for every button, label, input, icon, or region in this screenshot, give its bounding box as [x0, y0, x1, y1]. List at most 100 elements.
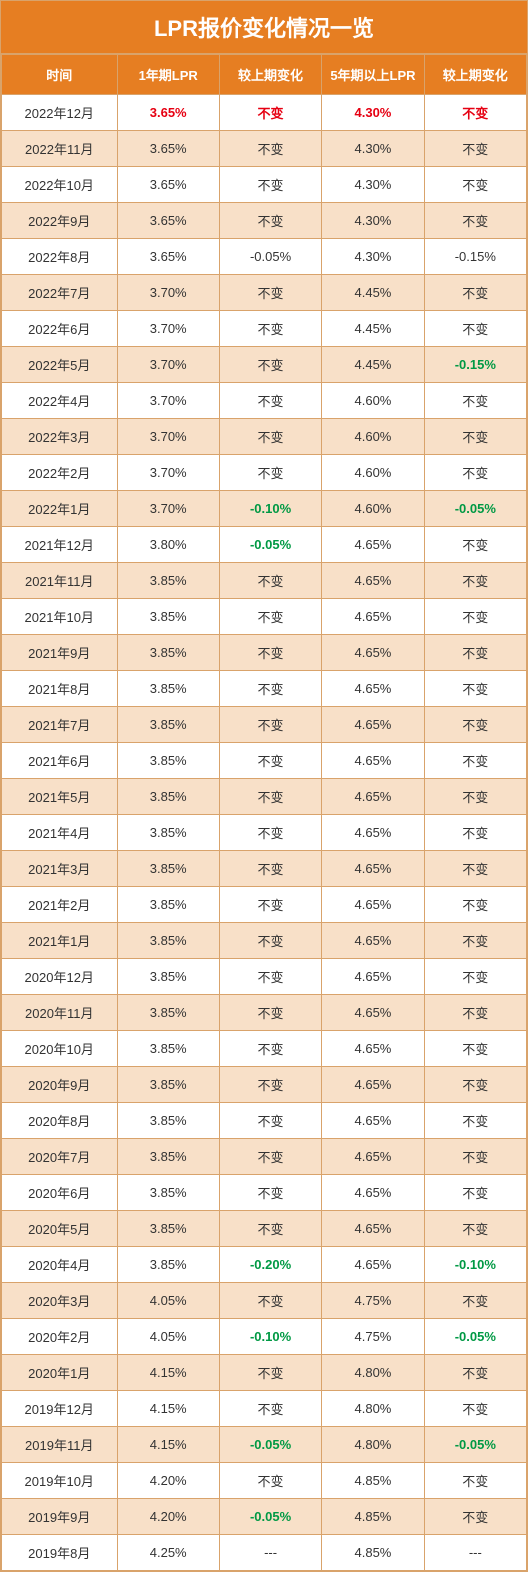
cell-chg1: -0.10% — [219, 491, 321, 527]
col-chg5: 较上期变化 — [424, 55, 526, 95]
table-row: 2021年6月3.85%不变4.65%不变 — [2, 743, 527, 779]
cell-chg5: 不变 — [424, 1463, 526, 1499]
cell-chg1: 不变 — [219, 1391, 321, 1427]
cell-chg5: 不变 — [424, 1103, 526, 1139]
cell-lpr5: 4.65% — [322, 887, 424, 923]
cell-chg1: 不变 — [219, 275, 321, 311]
cell-lpr1: 4.25% — [117, 1535, 219, 1571]
cell-lpr5: 4.65% — [322, 527, 424, 563]
cell-chg5: 不变 — [424, 1391, 526, 1427]
cell-lpr1: 3.65% — [117, 167, 219, 203]
cell-lpr5: 4.65% — [322, 1067, 424, 1103]
cell-chg5: 不变 — [424, 419, 526, 455]
cell-lpr1: 3.85% — [117, 743, 219, 779]
cell-lpr1: 3.70% — [117, 419, 219, 455]
table-row: 2019年8月4.25%---4.85%--- — [2, 1535, 527, 1571]
cell-lpr5: 4.75% — [322, 1283, 424, 1319]
cell-lpr5: 4.45% — [322, 275, 424, 311]
cell-lpr5: 4.80% — [322, 1391, 424, 1427]
col-time: 时间 — [2, 55, 118, 95]
cell-time: 2022年5月 — [2, 347, 118, 383]
cell-lpr5: 4.65% — [322, 671, 424, 707]
cell-chg1: 不变 — [219, 419, 321, 455]
table-row: 2022年7月3.70%不变4.45%不变 — [2, 275, 527, 311]
cell-time: 2021年7月 — [2, 707, 118, 743]
cell-time: 2021年5月 — [2, 779, 118, 815]
table-row: 2021年11月3.85%不变4.65%不变 — [2, 563, 527, 599]
cell-lpr1: 4.05% — [117, 1283, 219, 1319]
cell-lpr5: 4.80% — [322, 1427, 424, 1463]
cell-lpr5: 4.30% — [322, 131, 424, 167]
table-row: 2020年3月4.05%不变4.75%不变 — [2, 1283, 527, 1319]
cell-chg1: 不变 — [219, 1031, 321, 1067]
table-row: 2021年2月3.85%不变4.65%不变 — [2, 887, 527, 923]
cell-time: 2022年4月 — [2, 383, 118, 419]
cell-lpr1: 3.85% — [117, 851, 219, 887]
cell-chg1: 不变 — [219, 743, 321, 779]
table-row: 2020年6月3.85%不变4.65%不变 — [2, 1175, 527, 1211]
header-row: 时间 1年期LPR 较上期变化 5年期以上LPR 较上期变化 — [2, 55, 527, 95]
lpr-table: 时间 1年期LPR 较上期变化 5年期以上LPR 较上期变化 2022年12月3… — [1, 54, 527, 1571]
table-row: 2020年9月3.85%不变4.65%不变 — [2, 1067, 527, 1103]
cell-chg1: 不变 — [219, 599, 321, 635]
cell-chg1: 不变 — [219, 311, 321, 347]
cell-lpr5: 4.60% — [322, 455, 424, 491]
cell-chg1: 不变 — [219, 455, 321, 491]
cell-chg1: 不变 — [219, 1175, 321, 1211]
cell-time: 2020年7月 — [2, 1139, 118, 1175]
table-row: 2021年12月3.80%-0.05%4.65%不变 — [2, 527, 527, 563]
cell-lpr1: 3.70% — [117, 275, 219, 311]
cell-lpr5: 4.30% — [322, 239, 424, 275]
cell-chg5: 不变 — [424, 275, 526, 311]
cell-chg1: 不变 — [219, 635, 321, 671]
cell-time: 2021年9月 — [2, 635, 118, 671]
cell-time: 2020年6月 — [2, 1175, 118, 1211]
cell-lpr1: 3.85% — [117, 1103, 219, 1139]
cell-lpr5: 4.65% — [322, 635, 424, 671]
table-row: 2021年7月3.85%不变4.65%不变 — [2, 707, 527, 743]
cell-lpr1: 3.70% — [117, 383, 219, 419]
cell-chg5: 不变 — [424, 707, 526, 743]
cell-lpr1: 3.85% — [117, 635, 219, 671]
cell-time: 2020年3月 — [2, 1283, 118, 1319]
cell-lpr1: 3.85% — [117, 563, 219, 599]
lpr-table-container: LPR报价变化情况一览 时间 1年期LPR 较上期变化 5年期以上LPR 较上期… — [0, 0, 528, 1572]
table-row: 2020年5月3.85%不变4.65%不变 — [2, 1211, 527, 1247]
cell-lpr5: 4.65% — [322, 743, 424, 779]
col-chg1: 较上期变化 — [219, 55, 321, 95]
cell-chg5: 不变 — [424, 995, 526, 1031]
table-row: 2022年9月3.65%不变4.30%不变 — [2, 203, 527, 239]
cell-time: 2020年1月 — [2, 1355, 118, 1391]
cell-time: 2022年11月 — [2, 131, 118, 167]
cell-lpr1: 3.85% — [117, 1067, 219, 1103]
table-row: 2021年1月3.85%不变4.65%不变 — [2, 923, 527, 959]
table-row: 2020年2月4.05%-0.10%4.75%-0.05% — [2, 1319, 527, 1355]
cell-chg1: 不变 — [219, 563, 321, 599]
cell-chg1: 不变 — [219, 131, 321, 167]
cell-chg5: -0.05% — [424, 1427, 526, 1463]
cell-time: 2022年7月 — [2, 275, 118, 311]
cell-lpr5: 4.65% — [322, 1031, 424, 1067]
table-row: 2021年8月3.85%不变4.65%不变 — [2, 671, 527, 707]
cell-lpr1: 3.85% — [117, 1175, 219, 1211]
cell-time: 2021年2月 — [2, 887, 118, 923]
cell-lpr1: 4.05% — [117, 1319, 219, 1355]
table-row: 2022年11月3.65%不变4.30%不变 — [2, 131, 527, 167]
cell-chg1: -0.05% — [219, 527, 321, 563]
cell-lpr1: 3.85% — [117, 995, 219, 1031]
cell-time: 2022年10月 — [2, 167, 118, 203]
cell-lpr1: 3.70% — [117, 347, 219, 383]
cell-lpr1: 4.15% — [117, 1391, 219, 1427]
cell-time: 2022年9月 — [2, 203, 118, 239]
cell-time: 2022年3月 — [2, 419, 118, 455]
table-row: 2022年2月3.70%不变4.60%不变 — [2, 455, 527, 491]
table-title: LPR报价变化情况一览 — [1, 1, 527, 54]
table-row: 2022年4月3.70%不变4.60%不变 — [2, 383, 527, 419]
table-row: 2022年12月3.65%不变4.30%不变 — [2, 95, 527, 131]
cell-time: 2022年6月 — [2, 311, 118, 347]
cell-lpr5: 4.65% — [322, 1211, 424, 1247]
table-row: 2020年10月3.85%不变4.65%不变 — [2, 1031, 527, 1067]
cell-chg5: -0.05% — [424, 491, 526, 527]
cell-time: 2020年2月 — [2, 1319, 118, 1355]
cell-chg1: 不变 — [219, 671, 321, 707]
